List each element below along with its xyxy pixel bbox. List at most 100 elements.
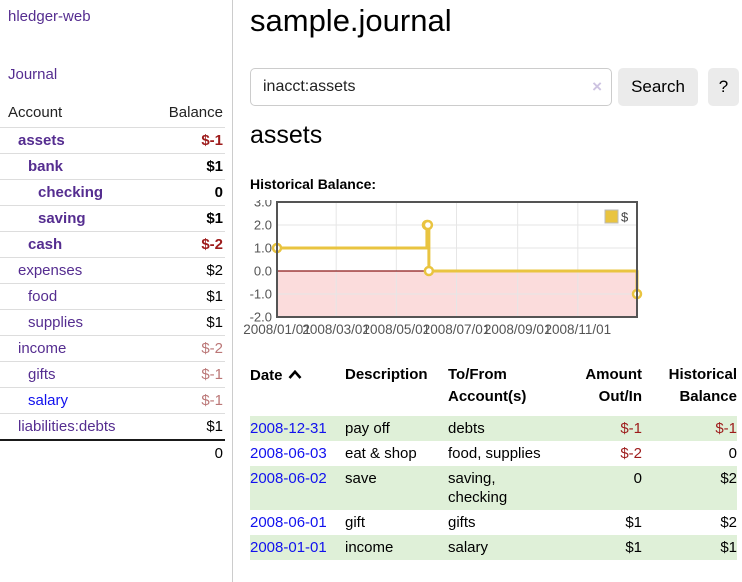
account-row: supplies $1: [0, 309, 225, 336]
register-header-description: Description: [345, 366, 428, 383]
y-tick-label: -1.0: [250, 287, 272, 302]
plot-border: [276, 201, 638, 318]
sidebar-account-link[interactable]: expenses: [18, 262, 83, 279]
transaction-date-link[interactable]: 2008-12-31: [250, 420, 327, 437]
account-row: assets $-1: [0, 127, 225, 154]
register-balance-cell: $1: [642, 535, 737, 560]
sidebar: hledger-web Journal Account Balance asse…: [0, 0, 233, 582]
register-amount-cell: $-2: [620, 445, 642, 462]
account-row: bank $1: [0, 153, 225, 180]
clear-search-icon[interactable]: ×: [592, 77, 602, 96]
sidebar-account-balance: $2: [144, 257, 225, 284]
x-tick-label: 2008/01/01: [243, 322, 311, 337]
sidebar-account-balance: $1: [144, 283, 225, 310]
x-tick-label: 2008/09/01: [484, 322, 552, 337]
account-heading: assets: [250, 121, 323, 149]
help-button[interactable]: ?: [708, 68, 739, 106]
transaction-date-link[interactable]: 2008-01-01: [250, 539, 327, 556]
account-row: checking 0: [0, 179, 225, 206]
register-date-cell: 2008-12-31: [250, 416, 345, 441]
accounts-col-header: Account: [8, 104, 63, 121]
y-tick-label: -2.0: [250, 310, 272, 325]
register-description-cell: save: [345, 466, 448, 510]
register-accounts-cell: debts: [448, 416, 560, 441]
x-tick-label: 2008/05/01: [363, 322, 431, 337]
balance-col-header: Balance: [168, 104, 223, 121]
register-header-date[interactable]: Date: [250, 362, 345, 416]
sidebar-account-link[interactable]: bank: [28, 158, 64, 175]
sidebar-account-balance: $1: [144, 309, 225, 336]
register-balance-cell: $-1: [642, 416, 737, 441]
account-row: food $1: [0, 283, 225, 310]
sidebar-account-link[interactable]: saving: [38, 210, 86, 227]
register-row: 2008-06-01 gift gifts $1 $2: [250, 510, 737, 535]
register-header-amount: Amount Out/In: [585, 366, 642, 405]
y-tick-label: 1.0: [254, 241, 272, 256]
register-accounts-cell: food, supplies: [448, 445, 541, 462]
register-row: 2008-06-02 save saving, checking 0 $2: [250, 466, 737, 510]
sidebar-account-link[interactable]: gifts: [28, 366, 56, 383]
transaction-date-link[interactable]: 2008-06-01: [250, 514, 327, 531]
register-date-cell: 2008-06-02: [250, 466, 345, 510]
transaction-date-link[interactable]: 2008-06-03: [250, 445, 327, 462]
sidebar-account-link[interactable]: assets: [18, 132, 65, 149]
brand-link[interactable]: hledger-web: [8, 8, 91, 25]
sidebar-item-journal[interactable]: Journal: [8, 66, 58, 83]
historical-balance-chart: 3.0 2.0 1.0 0.0 -1.0 -2.0 2008/01/01 2008/03/01…: [243, 200, 643, 346]
search-input[interactable]: [250, 68, 612, 106]
transaction-date-link[interactable]: 2008-06-02: [250, 470, 327, 487]
register-date-cell: 2008-06-03: [250, 441, 345, 466]
register-description-cell: income: [345, 535, 448, 560]
data-point-marker: [423, 265, 435, 277]
register-accounts-cell: gifts: [448, 514, 476, 531]
sidebar-account-balance: $1: [144, 413, 225, 440]
register-header-accounts: To/From Account(s): [448, 366, 527, 405]
sidebar-account-link[interactable]: supplies: [28, 314, 84, 331]
search-form: × Search ?: [250, 68, 742, 106]
page-title: sample.journal: [250, 3, 452, 38]
register-description-cell: gift: [345, 514, 366, 531]
register-amount-cell: $1: [625, 514, 642, 531]
register-amount-cell: $1: [560, 535, 642, 560]
register-description-cell: pay off: [345, 416, 448, 441]
register-amount-cell: $-1: [560, 416, 642, 441]
register-amount-cell: 0: [560, 466, 642, 510]
register-balance-cell: 0: [728, 445, 737, 462]
register-accounts-cell: saving, checking: [448, 466, 560, 510]
legend-swatch: [604, 209, 619, 224]
register-description-cell: eat & shop: [345, 445, 417, 462]
account-row: salary $-1: [0, 387, 225, 414]
accounts-total-row: 0: [0, 439, 225, 466]
sidebar-account-balance: $-2: [144, 335, 225, 362]
register-balance-cell: $2: [720, 514, 737, 531]
register-row: 2008-06-03 eat & shop food, supplies $-2 0: [250, 441, 737, 466]
y-tick-label: 3.0: [254, 200, 272, 210]
sidebar-account-link[interactable]: salary: [28, 392, 69, 409]
accounts-balance-table: Account Balance assets $-1 bank $1 checking 0…: [0, 100, 225, 466]
chart-title: Historical Balance:: [250, 176, 377, 192]
sidebar-account-balance: $-1: [144, 361, 225, 388]
register-balance-cell: $2: [642, 466, 737, 510]
sidebar-account-link[interactable]: cash: [28, 236, 63, 253]
sort-ascending-icon: [288, 364, 302, 386]
sidebar-account-balance: 0: [144, 179, 225, 206]
register-accounts-cell: salary: [448, 535, 560, 560]
legend-label: $: [621, 210, 629, 225]
sidebar-account-balance: $-2: [144, 231, 225, 258]
sidebar-account-link[interactable]: food: [28, 288, 58, 305]
register-date-cell: 2008-06-01: [250, 510, 345, 535]
chart-canvas: 3.0 2.0 1.0 0.0 -1.0 -2.02008/01/012008/03/01…: [243, 200, 643, 337]
search-button[interactable]: Search: [618, 68, 698, 106]
sidebar-account-balance: $-1: [144, 387, 225, 414]
sidebar-account-link[interactable]: checking: [38, 184, 104, 201]
sidebar-account-link[interactable]: liabilities:debts: [18, 418, 116, 435]
account-row: liabilities:debts $1: [0, 413, 225, 440]
x-tick-label: 2008/03/01: [302, 322, 370, 337]
sidebar-account-link[interactable]: income: [18, 340, 67, 357]
data-point-marker: [422, 219, 434, 231]
register-row: 2008-01-01 income salary $1 $1: [250, 535, 737, 560]
account-row: gifts $-1: [0, 361, 225, 388]
y-tick-label: 0.0: [254, 264, 272, 279]
register-header-balance: Historical Balance: [668, 366, 737, 405]
sidebar-account-balance: $-1: [144, 127, 225, 154]
